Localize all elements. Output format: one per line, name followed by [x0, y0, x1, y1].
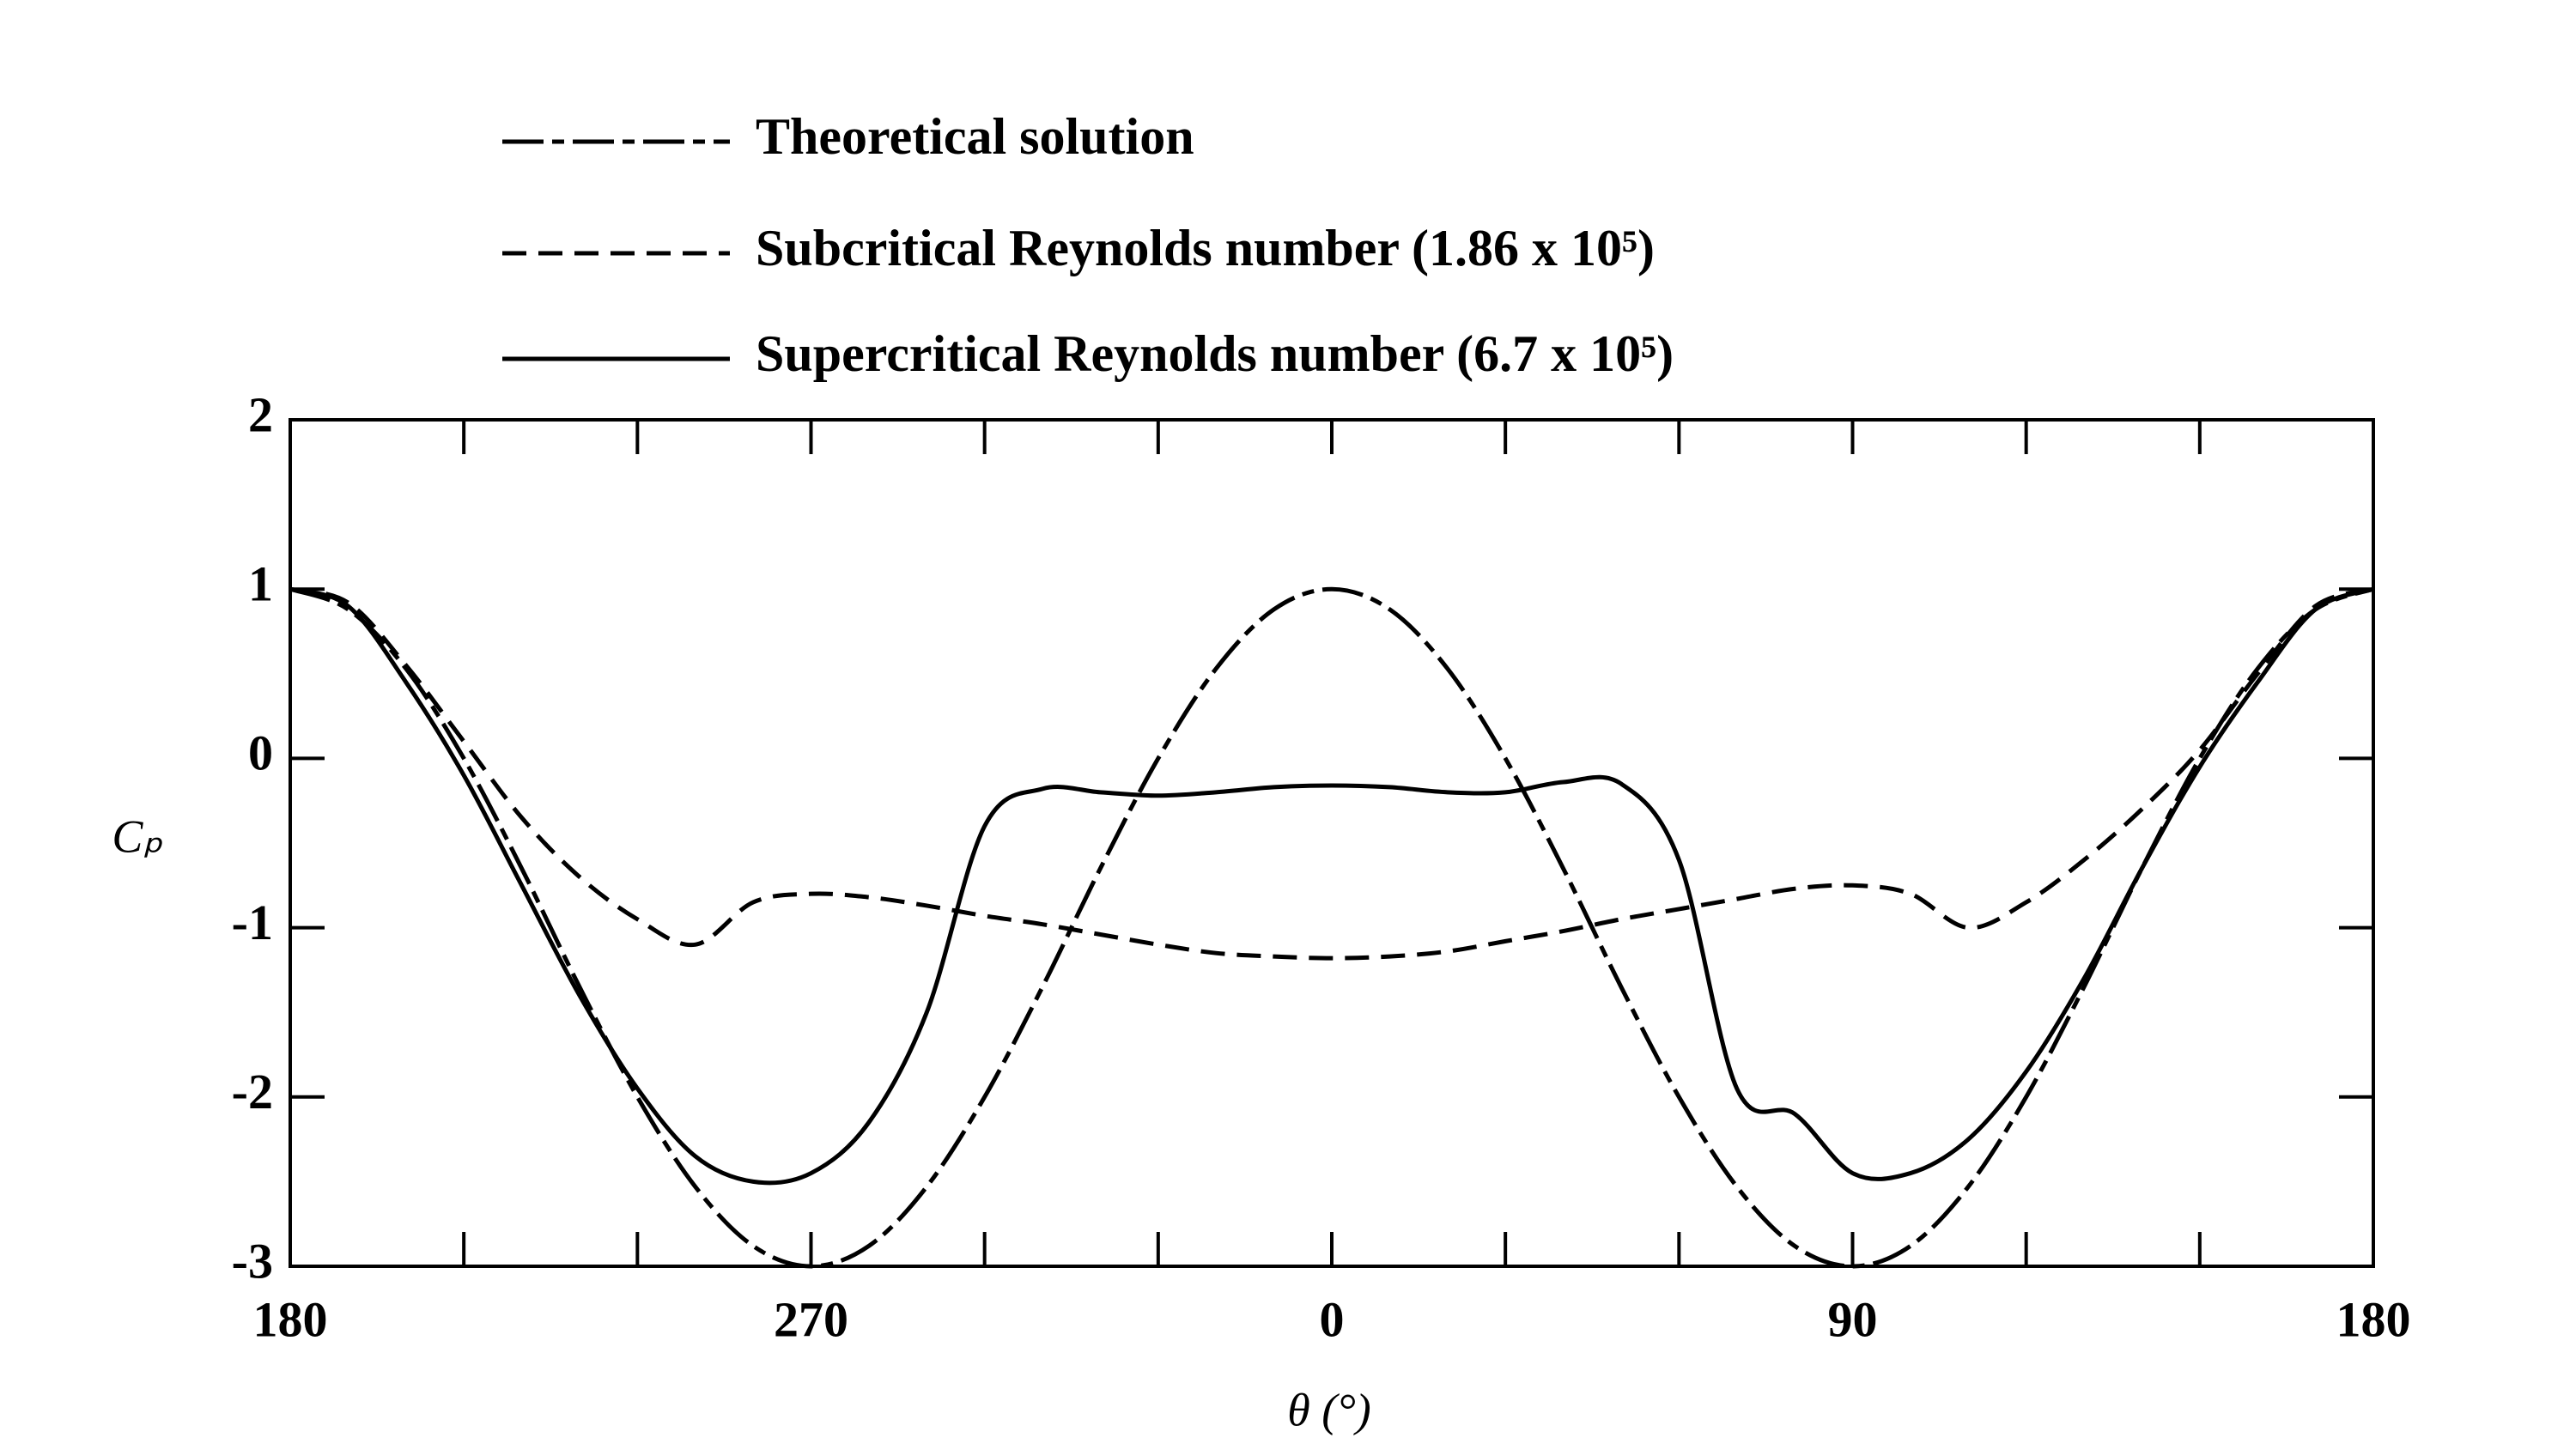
- y-tick-label: 0: [248, 725, 273, 781]
- x-tick-label: 0: [1320, 1291, 1345, 1347]
- y-tick-label: 1: [248, 556, 273, 612]
- legend-label: Subcritical Reynolds number (1.86 x 10⁵): [756, 220, 1655, 276]
- y-tick-label: -3: [232, 1233, 273, 1289]
- y-tick-label: 2: [248, 386, 273, 442]
- line-series: [289, 586, 2374, 1269]
- x-tick-label: 180: [2336, 1291, 2411, 1347]
- line-series: [289, 586, 2374, 1186]
- plot-frame: [289, 418, 2375, 1268]
- legend-label: Theoretical solution: [756, 108, 1194, 165]
- y-axis-title: Cₚ: [112, 810, 162, 862]
- x-tick-label: 270: [774, 1291, 848, 1347]
- legend-label: Supercritical Reynolds number (6.7 x 10⁵…: [756, 325, 1674, 382]
- x-tick-label: 90: [1828, 1291, 1878, 1347]
- x-axis-title: θ (°): [1287, 1384, 1371, 1435]
- x-tick-label: 180: [253, 1291, 328, 1347]
- line-series: [289, 586, 2374, 961]
- y-tick-label: -1: [232, 895, 273, 950]
- y-tick-label: -2: [232, 1064, 273, 1119]
